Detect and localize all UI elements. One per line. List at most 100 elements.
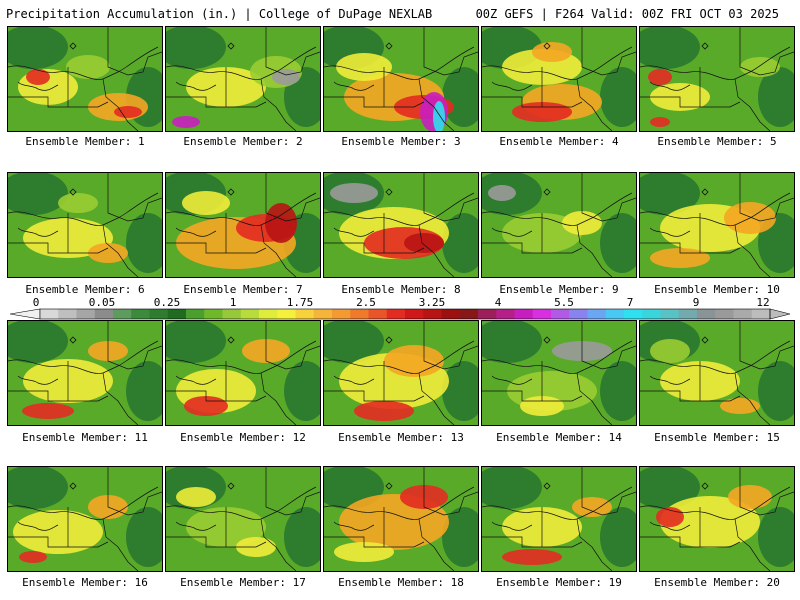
member-caption: Ensemble Member: 15 xyxy=(654,431,780,444)
colorbar-swatch xyxy=(514,309,534,319)
colorbar-swatch xyxy=(678,309,698,319)
member-caption: Ensemble Member: 5 xyxy=(657,135,777,148)
colorbar-swatch xyxy=(459,309,479,319)
ensemble-map-panel xyxy=(639,26,795,132)
colorbar-swatch xyxy=(405,309,424,319)
location-marker-icon xyxy=(227,42,235,50)
colorbar-swatch xyxy=(332,309,351,319)
colorbar-swatch xyxy=(277,309,296,319)
colorbar-swatch xyxy=(751,309,771,319)
location-marker-icon xyxy=(543,336,551,344)
precip-map xyxy=(8,321,162,425)
colorbar-tick-label: 3.25 xyxy=(418,296,446,309)
precip-map xyxy=(324,27,478,131)
location-marker-icon xyxy=(69,482,77,490)
member-caption: Ensemble Member: 11 xyxy=(22,431,148,444)
colorbar-swatch xyxy=(386,309,406,319)
ensemble-map-panel xyxy=(7,466,163,572)
ensemble-map-panel xyxy=(639,320,795,426)
precip-map xyxy=(8,27,162,131)
member-caption: Ensemble Member: 4 xyxy=(499,135,619,148)
colorbar-swatch xyxy=(715,309,734,319)
colorbar-swatch xyxy=(131,309,150,319)
precip-map xyxy=(482,173,636,277)
colorbar-swatch xyxy=(58,309,77,319)
location-marker-icon xyxy=(543,42,551,50)
member-caption: Ensemble Member: 9 xyxy=(499,283,619,296)
chart-title: Precipitation Accumulation (in.) | Colle… xyxy=(6,7,433,21)
model-run-info: 00Z GEFS | F264 Valid: 00Z FRI OCT 03 20… xyxy=(475,7,779,21)
colorbar-swatch xyxy=(76,309,96,319)
member-caption: Ensemble Member: 7 xyxy=(183,283,303,296)
colorbar-swatch xyxy=(551,309,570,319)
location-marker-icon xyxy=(701,482,709,490)
colorbar-swatch xyxy=(295,309,315,319)
colorbar-swatch xyxy=(167,309,187,319)
colorbar-swatch xyxy=(642,309,661,319)
member-caption: Ensemble Member: 2 xyxy=(183,135,303,148)
colorbar-swatch xyxy=(423,309,442,319)
colorbar-swatch xyxy=(587,309,607,319)
location-marker-icon xyxy=(227,188,235,196)
ensemble-map-panel xyxy=(165,466,321,572)
colorbar-swatch xyxy=(113,309,132,319)
location-marker-icon xyxy=(543,482,551,490)
colorbar-swatch xyxy=(40,309,59,319)
precip-map xyxy=(8,173,162,277)
ensemble-map-panel xyxy=(481,466,637,572)
member-caption: Ensemble Member: 10 xyxy=(654,283,780,296)
colorbar-swatch xyxy=(313,309,333,319)
colorbar-swatch xyxy=(222,309,242,319)
ensemble-map-panel xyxy=(165,26,321,132)
location-marker-icon xyxy=(385,188,393,196)
colorbar-tick-label: 4 xyxy=(494,296,502,309)
member-caption: Ensemble Member: 12 xyxy=(180,431,306,444)
colorbar-swatch xyxy=(660,309,680,319)
location-marker-icon xyxy=(385,336,393,344)
location-marker-icon xyxy=(69,42,77,50)
colorbar-tick-label: 1.75 xyxy=(286,296,314,309)
colorbar-swatch xyxy=(624,309,643,319)
ensemble-map-panel xyxy=(323,172,479,278)
colorbar-tick-label: 7 xyxy=(626,296,634,309)
colorbar-swatch xyxy=(532,309,552,319)
colorbar-tick-label: 2.5 xyxy=(356,296,376,309)
location-marker-icon xyxy=(701,188,709,196)
ensemble-map-panel xyxy=(481,172,637,278)
ensemble-map-panel xyxy=(7,26,163,132)
colorbar-swatch xyxy=(350,309,369,319)
precip-map xyxy=(482,321,636,425)
ensemble-map-panel xyxy=(165,320,321,426)
member-caption: Ensemble Member: 20 xyxy=(654,576,780,589)
precip-map xyxy=(324,467,478,571)
colorbar-swatch xyxy=(569,309,588,319)
precip-map xyxy=(324,173,478,277)
member-caption: Ensemble Member: 6 xyxy=(25,283,145,296)
location-marker-icon xyxy=(385,42,393,50)
precip-map xyxy=(640,27,794,131)
ensemble-map-panel xyxy=(323,320,479,426)
location-marker-icon xyxy=(701,336,709,344)
colorbar xyxy=(9,308,791,320)
ensemble-map-panel xyxy=(639,172,795,278)
colorbar-tick-label: 9 xyxy=(692,296,700,309)
member-caption: Ensemble Member: 16 xyxy=(22,576,148,589)
ensemble-map-panel xyxy=(481,26,637,132)
member-caption: Ensemble Member: 14 xyxy=(496,431,622,444)
colorbar-swatch xyxy=(605,309,625,319)
colorbar-max-arrow xyxy=(769,308,791,320)
colorbar-swatch xyxy=(149,309,169,319)
colorbar-labels: 0 0.05 0.25 1 1.75 2.5 3.25 4 5.5 7 9 12 xyxy=(0,296,800,309)
colorbar-swatch xyxy=(697,309,716,319)
member-caption: Ensemble Member: 8 xyxy=(341,283,461,296)
precip-map xyxy=(324,321,478,425)
colorbar-swatch xyxy=(94,309,114,319)
member-caption: Ensemble Member: 1 xyxy=(25,135,145,148)
ensemble-map-panel xyxy=(323,466,479,572)
colorbar-tick-label: 0 xyxy=(32,296,40,309)
precip-map xyxy=(640,173,794,277)
location-marker-icon xyxy=(227,482,235,490)
ensemble-map-panel xyxy=(639,466,795,572)
precip-map xyxy=(166,321,320,425)
ensemble-map-panel xyxy=(165,172,321,278)
